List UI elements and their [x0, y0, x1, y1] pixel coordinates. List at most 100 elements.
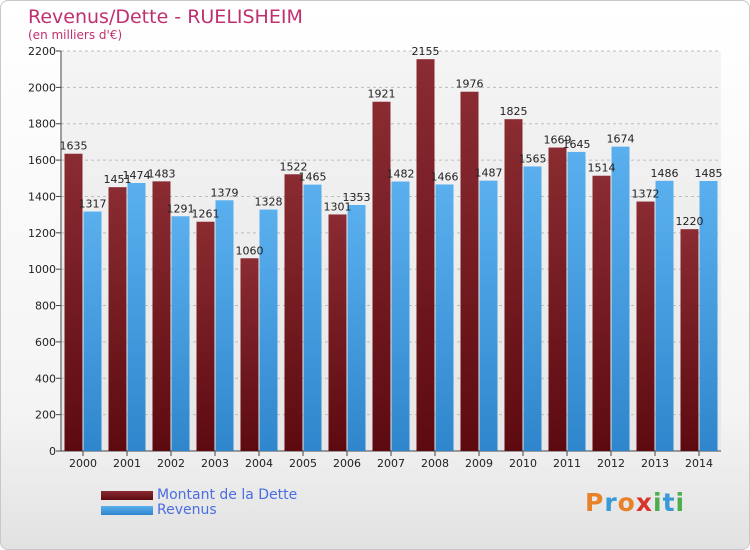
plot-area — [61, 51, 721, 451]
data-label-debt: 1514 — [588, 162, 616, 175]
bar-revenue — [611, 146, 630, 452]
legend-item-debt: Montant de la Dette — [101, 487, 297, 503]
legend-swatch-debt — [101, 490, 153, 500]
x-tick-label: 2009 — [465, 457, 493, 470]
data-label-debt: 1976 — [456, 78, 484, 91]
data-label-revenue: 1486 — [651, 167, 679, 180]
y-tick-label: 2000 — [28, 81, 56, 94]
x-tick-label: 2007 — [377, 457, 405, 470]
data-label-revenue: 1328 — [255, 196, 283, 209]
bar-debt — [328, 214, 347, 451]
x-tick-label: 2012 — [597, 457, 625, 470]
x-tick-label: 2014 — [685, 457, 713, 470]
data-label-debt: 1451 — [104, 173, 132, 186]
legend-label-debt: Montant de la Dette — [157, 487, 298, 503]
data-label-revenue: 1291 — [167, 202, 195, 215]
logo-letter: o — [617, 488, 636, 517]
data-label-debt: 1261 — [192, 208, 220, 221]
data-label-debt: 1220 — [676, 215, 704, 228]
x-tick-label: 2008 — [421, 457, 449, 470]
bar-debt — [240, 258, 259, 451]
bar-revenue — [391, 181, 410, 451]
x-tick-label: 2006 — [333, 457, 361, 470]
bar-revenue — [655, 180, 674, 451]
data-label-revenue: 1674 — [607, 133, 635, 146]
bar-debt — [680, 229, 699, 451]
bar-revenue — [83, 211, 102, 451]
data-label-debt: 1635 — [60, 140, 88, 153]
data-label-revenue: 1379 — [211, 186, 239, 199]
y-tick-label: 0 — [49, 445, 56, 458]
data-label-debt: 2155 — [412, 45, 440, 58]
bar-debt — [592, 175, 611, 451]
data-label-revenue: 1487 — [475, 167, 503, 180]
x-tick-label: 2005 — [289, 457, 317, 470]
legend-swatch-revenue — [101, 505, 153, 515]
data-label-debt: 1483 — [148, 167, 176, 180]
x-tick-label: 2000 — [69, 457, 97, 470]
data-label-debt: 1669 — [544, 134, 572, 147]
bar-debt — [460, 91, 479, 452]
data-label-revenue: 1465 — [299, 171, 327, 184]
data-label-revenue: 1482 — [387, 168, 415, 181]
x-tick-label: 2010 — [509, 457, 537, 470]
data-label-debt: 1060 — [236, 244, 264, 257]
data-label-revenue: 1565 — [519, 152, 547, 165]
bar-revenue — [699, 181, 718, 451]
proxiti-logo: Proxiti — [585, 488, 685, 517]
bar-revenue — [259, 209, 278, 451]
bar-debt — [416, 59, 435, 451]
y-tick-label: 600 — [35, 336, 56, 349]
data-label-revenue: 1645 — [563, 138, 591, 151]
data-label-revenue: 1353 — [343, 191, 371, 204]
x-tick-label: 2003 — [201, 457, 229, 470]
bar-revenue — [523, 166, 542, 452]
legend-label-revenue: Revenus — [157, 502, 217, 518]
bar-debt — [372, 101, 391, 452]
x-tick-label: 2011 — [553, 457, 581, 470]
data-label-revenue: 1474 — [123, 169, 151, 182]
bar-debt — [548, 147, 567, 451]
data-label-debt: 1921 — [368, 88, 396, 101]
data-label-debt: 1825 — [500, 105, 528, 118]
data-label-revenue: 1317 — [79, 198, 107, 211]
bar-debt — [152, 181, 171, 451]
data-label-debt: 1372 — [632, 188, 660, 201]
x-tick-label: 2002 — [157, 457, 185, 470]
x-tick-label: 2001 — [113, 457, 141, 470]
bar-revenue — [303, 184, 322, 452]
bar-revenue — [479, 180, 498, 452]
data-label-revenue: 1485 — [695, 167, 723, 180]
bar-debt — [636, 201, 655, 451]
bar-debt — [196, 221, 215, 451]
chart-title: Revenus/Dette - RUELISHEIM — [28, 6, 303, 28]
bar-revenue — [567, 151, 586, 451]
bar-revenue — [215, 200, 234, 451]
logo-letter: i — [653, 488, 663, 517]
logo-letter: P — [585, 488, 605, 517]
bar-debt — [64, 153, 83, 451]
x-tick-label: 2004 — [245, 457, 273, 470]
bar-debt — [108, 187, 127, 451]
logo-letter: x — [635, 488, 653, 517]
bar-debt — [284, 174, 303, 452]
chart-subtitle: (en milliers d'€) — [28, 28, 123, 42]
y-tick-label: 1200 — [28, 227, 56, 240]
data-label-debt: 1522 — [280, 160, 308, 173]
bar-debt — [504, 119, 523, 451]
data-label-revenue: 1466 — [431, 170, 459, 183]
logo-letter: r — [604, 488, 618, 517]
legend-item-revenue: Revenus — [101, 502, 217, 518]
y-tick-label: 200 — [35, 409, 56, 422]
bar-revenue — [435, 184, 454, 452]
y-tick-label: 1000 — [28, 263, 56, 276]
y-tick-label: 1600 — [28, 154, 56, 167]
bar-revenue — [347, 205, 366, 451]
bar-revenue — [171, 216, 190, 451]
logo-letter: t — [662, 488, 676, 517]
bar-revenue — [127, 183, 146, 451]
y-tick-label: 1400 — [28, 190, 56, 203]
y-tick-label: 1800 — [28, 118, 56, 131]
